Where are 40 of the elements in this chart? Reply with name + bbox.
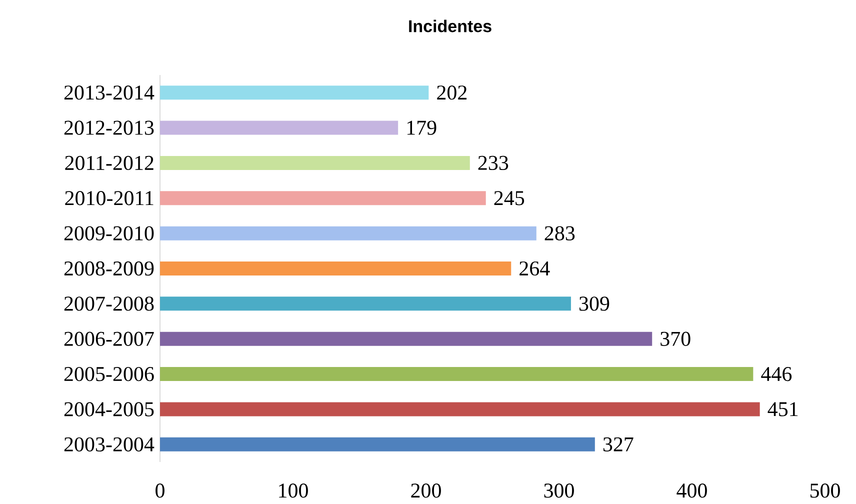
bar [160,296,571,311]
x-tick-label: 200 [411,484,441,498]
bar [160,437,595,452]
data-label: 264 [520,261,550,276]
y-tick-label: 2007-2008 [64,296,154,311]
data-label: 370 [660,332,690,346]
data-label: 309 [579,296,610,311]
data-label: 451 [768,402,798,416]
y-tick-label: 2012-2013 [64,120,154,135]
bar [160,262,512,276]
data-label: 245 [494,191,524,206]
x-tick-label: 500 [810,484,840,498]
data-label: 446 [761,366,792,382]
y-tick-label: 2008-2009 [64,261,154,276]
chart-title: Incidentes [409,20,492,32]
x-tick-label: 300 [544,484,574,498]
y-tick-label: 2009-2010 [64,226,154,240]
data-label: 327 [603,437,634,452]
bar [160,226,536,240]
y-tick-label: 2013-2014 [64,86,154,100]
y-tick-label: 2004-2005 [64,402,154,416]
y-tick-label: 2005-2006 [64,366,154,382]
data-label: 179 [407,120,436,135]
x-tick-label: 100 [279,484,308,498]
bar [160,86,429,100]
y-tick-label: 2003-2004 [64,437,154,452]
y-tick-label: 2011-2012 [65,156,154,170]
data-label: 233 [478,156,508,170]
y-tick-label: 2006-2007 [64,332,154,346]
bar [160,156,470,170]
bar [160,402,760,416]
bar [160,367,754,382]
bar [160,120,398,135]
bar [160,191,486,206]
data-label: 202 [437,86,467,100]
y-tick-label: 2010-2011 [65,191,154,206]
data-label: 283 [544,226,575,240]
bar [160,332,652,346]
x-tick-label: 400 [676,484,707,498]
x-tick-label: 0 [156,484,164,498]
